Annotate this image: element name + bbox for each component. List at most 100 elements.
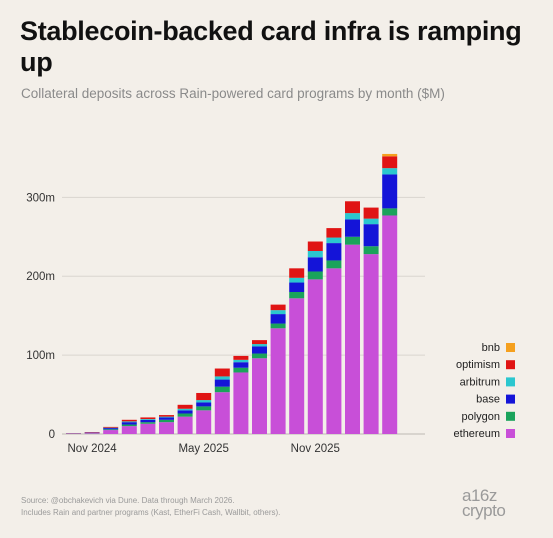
- bar-segment-arbitrum: [270, 310, 286, 315]
- y-tick-label: 200m: [26, 271, 55, 283]
- bar-segment-ethereum: [326, 268, 342, 434]
- bar-segment-ethereum: [121, 426, 137, 434]
- bar-segment-base: [103, 428, 119, 430]
- bar-segment-polygon: [233, 367, 249, 373]
- legend-swatch-arbitrum: [506, 377, 515, 387]
- a16z-crypto-logo: a16z crypto: [462, 486, 532, 520]
- bar-segment-ethereum: [196, 410, 212, 434]
- bar-segment-base: [121, 422, 137, 425]
- bar-segment-optimism: [214, 368, 230, 377]
- legend-label-optimism: optimism: [456, 359, 500, 371]
- bar-segment-arbitrum: [345, 213, 360, 220]
- bar-segment-base: [289, 282, 305, 292]
- bar-segment-optimism: [233, 355, 249, 360]
- bar-segment-base: [326, 243, 342, 261]
- bar-segment-ethereum: [214, 392, 230, 434]
- legend-swatch-bnb: [506, 343, 515, 352]
- bar-segment-optimism: [252, 340, 267, 345]
- y-tick-label: 300m: [26, 192, 55, 204]
- bar-segment-base: [140, 419, 156, 423]
- bar-segment-polygon: [252, 353, 267, 359]
- scope-note: Includes Rain and partner programs (Kast…: [21, 508, 281, 517]
- bar-segment-ethereum: [345, 244, 360, 434]
- x-tick-label: Nov 2025: [291, 443, 340, 455]
- y-tick-label: 100m: [26, 350, 55, 362]
- bar-segment-polygon: [214, 386, 230, 393]
- legend-swatch-optimism: [506, 360, 515, 370]
- bar-segment-ethereum: [233, 372, 249, 434]
- bar-segment-arbitrum: [121, 421, 137, 423]
- bar-segment-ethereum: [289, 298, 305, 434]
- legend-swatch-base: [506, 394, 515, 404]
- legend: bnb optimism arbitrum base polygon ethereum: [454, 342, 515, 440]
- bar-segment-optimism: [289, 268, 305, 278]
- bar-segment-base: [233, 362, 249, 368]
- bar-segment-arbitrum: [233, 359, 249, 363]
- bar-segment-optimism: [196, 392, 212, 401]
- bar-segment-base: [196, 402, 212, 407]
- footer-note: Source: @obchakevich via Dune. Data thro…: [21, 495, 280, 519]
- bar-segment-optimism: [103, 426, 119, 428]
- bar-segment-polygon: [345, 236, 360, 245]
- bar-segment-optimism: [307, 241, 323, 251]
- bar-segment-polygon: [382, 208, 398, 216]
- source-note: Source: @obchakevich via Dune. Data thro…: [21, 496, 235, 505]
- bar-segment-base: [177, 410, 193, 414]
- legend-label-bnb: bnb: [482, 342, 500, 354]
- bar-segment-optimism: [326, 228, 342, 238]
- y-tick-labels: 0 100m 200m 300m: [26, 192, 55, 441]
- bar-segment-base: [345, 219, 360, 237]
- logo-line-1: a16z: [462, 486, 497, 505]
- bar-segment-arbitrum: [307, 250, 323, 258]
- logo-line-2: crypto: [462, 501, 506, 520]
- bar-segment-polygon: [326, 260, 342, 269]
- bar-segment-optimism: [177, 404, 193, 409]
- bar-segment-arbitrum: [382, 168, 398, 175]
- bar-segment-optimism: [159, 415, 174, 417]
- bar-segment-arbitrum: [363, 218, 379, 225]
- bar-segment-base: [382, 174, 398, 209]
- bar-segment-optimism: [140, 417, 156, 420]
- bar-segment-polygon: [177, 413, 193, 417]
- legend-swatch-polygon: [506, 411, 515, 421]
- bar-segment-polygon: [121, 424, 137, 427]
- bar-segment-polygon: [103, 429, 119, 431]
- legend-label-polygon: polygon: [461, 411, 500, 423]
- bar-segment-ethereum: [84, 433, 100, 434]
- legend-label-base: base: [476, 394, 500, 406]
- bar-segment-arbitrum: [196, 400, 212, 403]
- bar-segment-optimism: [121, 419, 137, 422]
- bar-segment-optimism: [363, 207, 379, 219]
- bar-segment-base: [307, 257, 323, 272]
- bar-segment-base: [270, 314, 286, 324]
- bar-segment-optimism: [270, 304, 286, 311]
- bar-segment-ethereum: [270, 328, 286, 434]
- bar-segment-polygon: [289, 292, 305, 299]
- legend-label-ethereum: ethereum: [454, 428, 500, 440]
- legend-label-arbitrum: arbitrum: [460, 376, 500, 388]
- bar-segment-base: [159, 417, 174, 420]
- chart-subtitle: Collateral deposits across Rain-powered …: [21, 86, 445, 101]
- bar-segment-ethereum: [140, 423, 156, 434]
- bar-segment-arbitrum: [326, 237, 342, 244]
- bar-segment-polygon: [140, 422, 156, 424]
- bar-segment-ethereum: [177, 416, 193, 434]
- bar-segment-bnb: [382, 153, 398, 157]
- bar-segment-ethereum: [252, 358, 267, 434]
- bar-segment-polygon: [270, 323, 286, 329]
- bar-segment-ethereum: [382, 215, 398, 434]
- bar-segment-ethereum: [307, 279, 323, 434]
- bar-segment-ethereum: [363, 254, 379, 434]
- bar-segment-base: [252, 346, 267, 354]
- bar-segment-arbitrum: [177, 408, 193, 411]
- bar-segment-ethereum: [159, 422, 174, 434]
- legend-swatch-ethereum: [506, 429, 515, 438]
- bar-segment-polygon: [307, 271, 323, 280]
- bar-segment-base: [363, 224, 379, 247]
- chart-title: Stablecoin-backed card infra is ramping …: [20, 16, 522, 77]
- bar-segment-arbitrum: [214, 376, 230, 380]
- bar-segment-arbitrum: [289, 277, 305, 283]
- bar-segment-polygon: [196, 406, 212, 411]
- bars: [66, 153, 398, 434]
